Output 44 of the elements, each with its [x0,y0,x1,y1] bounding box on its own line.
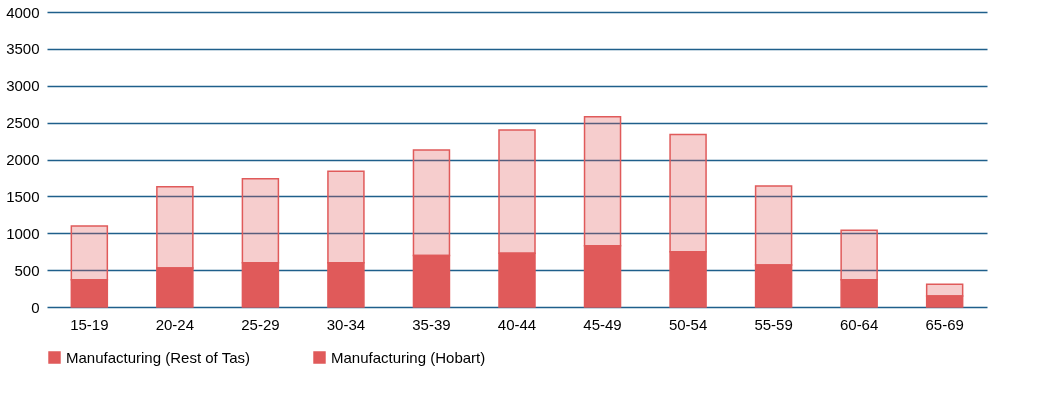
bar [327,262,365,308]
x-tick-label: 15-19 [70,315,109,333]
bar [669,250,707,308]
y-tick-label: 1500 [6,187,40,205]
bar [754,264,793,308]
bar [669,133,707,253]
bar [241,177,280,264]
bar [412,149,451,257]
x-tick-label: 60-64 [839,315,879,333]
bar [925,283,964,297]
legend-label: Manufacturing (Hobart) [331,348,486,366]
bar [754,185,793,266]
x-tick-label: 35-39 [412,315,451,333]
y-tick-label: 500 [14,261,40,279]
bar [70,278,109,308]
x-tick-label: 25-29 [241,315,280,333]
x-tick-label: 55-59 [754,315,793,333]
bar [925,295,964,308]
bar [327,170,365,264]
bar [241,262,280,308]
bar [70,225,109,281]
y-tick-label: 3500 [6,40,40,58]
y-tick-label: 2000 [6,151,40,168]
x-tick-label: 30-34 [326,315,366,333]
legend-label: Manufacturing (Rest of Tas) [66,348,250,366]
x-tick-label: 45-49 [583,315,622,333]
x-tick-label: 40-44 [497,315,537,333]
x-tick-label: 20-24 [155,315,195,333]
bar [156,267,194,308]
x-tick-label: 50-54 [668,315,708,333]
x-tick-label: 65-69 [925,315,964,333]
y-tick-label: 0 [31,298,40,316]
bar [583,245,622,308]
y-tick-label: 1000 [6,224,40,242]
bar [840,229,878,281]
y-tick-label: 4000 [6,3,40,21]
bar [156,186,194,269]
bar [840,278,878,308]
bar [498,252,536,308]
bar [498,129,536,254]
bar [412,254,451,308]
y-tick-label: 3000 [6,77,40,95]
y-tick-label: 2500 [6,114,40,132]
bar [583,115,622,247]
